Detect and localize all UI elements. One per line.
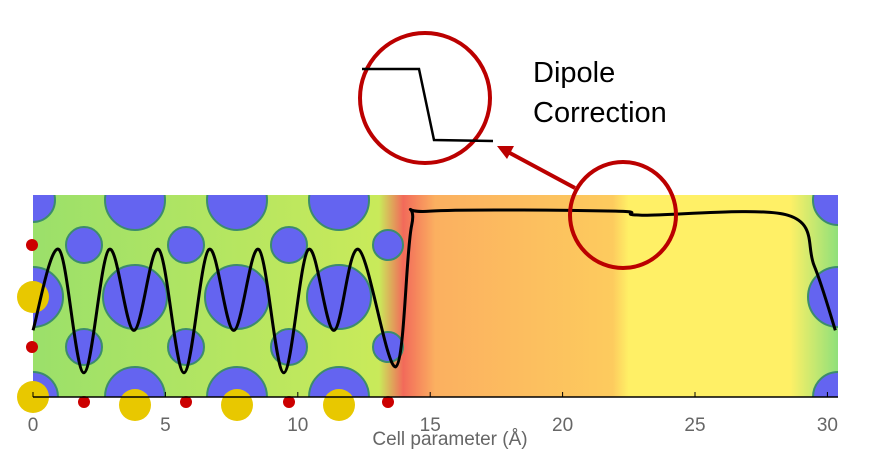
x-tick-label: 15 bbox=[420, 415, 441, 436]
x-tick-label: 10 bbox=[287, 415, 308, 436]
x-tick-label: 20 bbox=[552, 415, 573, 436]
potential-map bbox=[33, 195, 838, 397]
x-tick-label: 0 bbox=[28, 415, 39, 436]
zoom-callout bbox=[358, 31, 678, 270]
x-tick-label: 25 bbox=[684, 415, 705, 436]
x-axis-label: Cell parameter (Å) bbox=[372, 429, 527, 450]
x-tick-label: 30 bbox=[817, 415, 838, 436]
annotation: Dipole Correction bbox=[533, 57, 667, 129]
x-tick-label: 5 bbox=[160, 415, 171, 436]
potential-line bbox=[31, 207, 837, 375]
